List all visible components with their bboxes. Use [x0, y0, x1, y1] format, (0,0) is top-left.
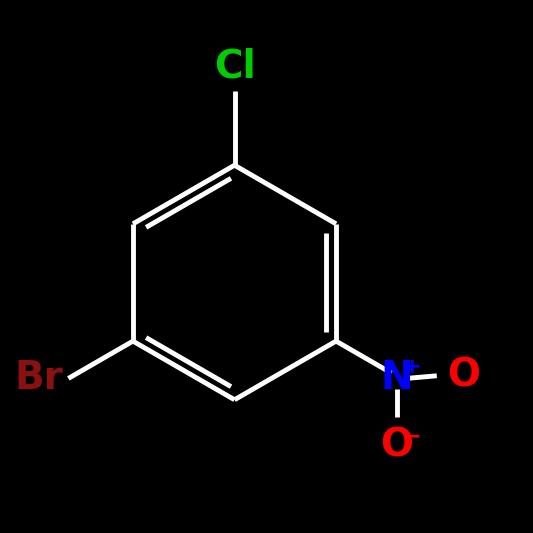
Text: Br: Br — [14, 359, 63, 398]
Text: N: N — [381, 359, 413, 398]
Text: +: + — [402, 357, 421, 377]
Text: −: − — [402, 426, 421, 447]
Text: O: O — [380, 426, 413, 464]
Text: Cl: Cl — [214, 47, 255, 85]
Text: O: O — [447, 357, 480, 395]
